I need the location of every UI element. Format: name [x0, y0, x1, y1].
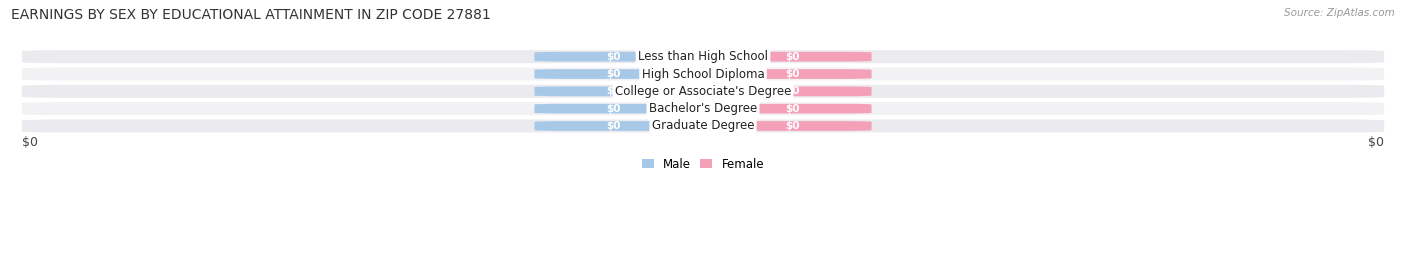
Text: $0: $0 — [606, 86, 621, 96]
FancyBboxPatch shape — [22, 68, 1384, 80]
Text: Source: ZipAtlas.com: Source: ZipAtlas.com — [1284, 8, 1395, 18]
FancyBboxPatch shape — [713, 69, 872, 79]
Text: $0: $0 — [606, 69, 621, 79]
FancyBboxPatch shape — [713, 104, 872, 114]
FancyBboxPatch shape — [534, 104, 693, 114]
Text: Less than High School: Less than High School — [638, 50, 768, 63]
Text: $0: $0 — [606, 104, 621, 114]
FancyBboxPatch shape — [713, 121, 872, 131]
FancyBboxPatch shape — [22, 50, 1384, 63]
Text: High School Diploma: High School Diploma — [641, 68, 765, 80]
Text: College or Associate's Degree: College or Associate's Degree — [614, 85, 792, 98]
FancyBboxPatch shape — [534, 69, 693, 79]
FancyBboxPatch shape — [534, 87, 693, 96]
Text: $0: $0 — [606, 52, 621, 62]
FancyBboxPatch shape — [22, 120, 1384, 132]
Text: $0: $0 — [785, 52, 800, 62]
FancyBboxPatch shape — [22, 85, 1384, 98]
Text: $0: $0 — [22, 136, 38, 148]
Text: $0: $0 — [1368, 136, 1384, 148]
Text: EARNINGS BY SEX BY EDUCATIONAL ATTAINMENT IN ZIP CODE 27881: EARNINGS BY SEX BY EDUCATIONAL ATTAINMEN… — [11, 8, 491, 22]
Text: $0: $0 — [785, 121, 800, 131]
Text: Graduate Degree: Graduate Degree — [652, 120, 754, 132]
FancyBboxPatch shape — [713, 87, 872, 96]
Text: $0: $0 — [785, 69, 800, 79]
FancyBboxPatch shape — [713, 52, 872, 62]
Text: $0: $0 — [606, 121, 621, 131]
Text: $0: $0 — [785, 86, 800, 96]
Text: Bachelor's Degree: Bachelor's Degree — [650, 102, 756, 115]
Legend: Male, Female: Male, Female — [637, 153, 769, 176]
Text: $0: $0 — [785, 104, 800, 114]
FancyBboxPatch shape — [534, 121, 693, 131]
FancyBboxPatch shape — [534, 52, 693, 62]
FancyBboxPatch shape — [22, 102, 1384, 115]
